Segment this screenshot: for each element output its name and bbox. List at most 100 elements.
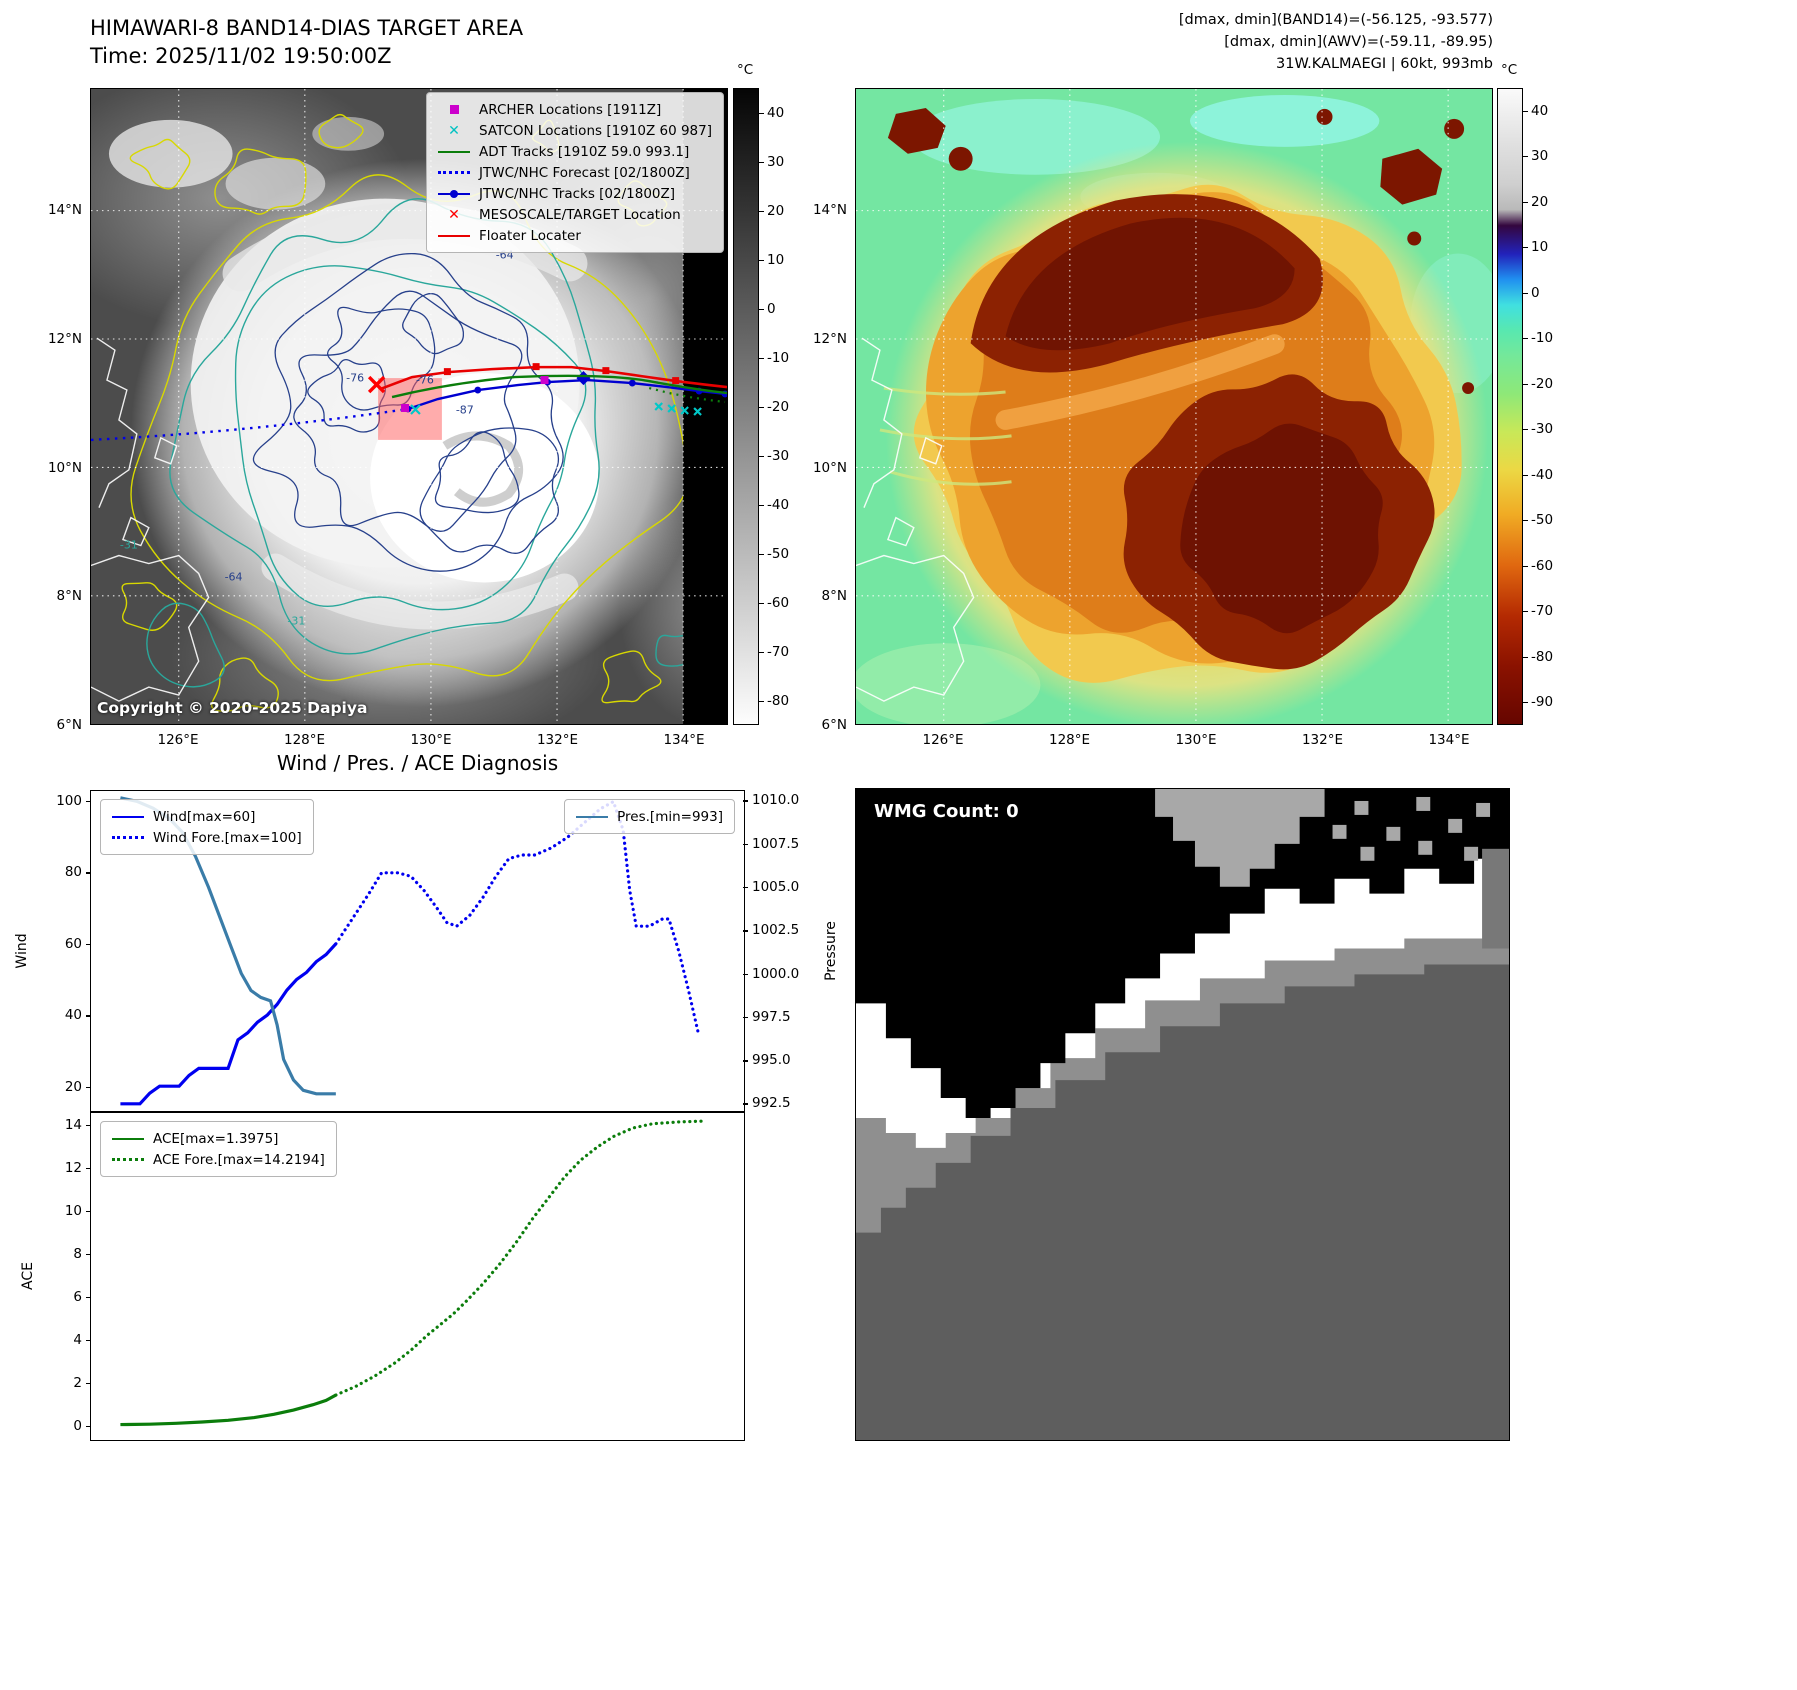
storm-id-intensity: 31W.KALMAEGI | 60kt, 993mb bbox=[1276, 55, 1493, 72]
tick-label: -80 bbox=[758, 692, 790, 709]
adt-track-line bbox=[391, 374, 727, 399]
tick-label: 14°N bbox=[47, 202, 82, 219]
floater-markers bbox=[443, 363, 680, 385]
series-wind-fore-max-100- bbox=[334, 799, 700, 1035]
awv-lat-axis: 14°N 12°N 10°N 8°N 6°N bbox=[791, 88, 847, 733]
legend-marker-xmark: ✕ bbox=[448, 206, 460, 223]
band14-map: ARCHER Locations [1911Z] ✕ SATCON Location… bbox=[90, 88, 728, 725]
tick-label: 8°N bbox=[56, 588, 82, 605]
tick-label: 1007.5 bbox=[742, 835, 800, 852]
tick-label: 132°E bbox=[536, 732, 579, 748]
tick-label: -40 bbox=[1522, 466, 1554, 483]
tick-label: 1000.0 bbox=[742, 965, 800, 982]
tick-label: 10°N bbox=[47, 459, 82, 476]
legend-marker-line bbox=[438, 234, 470, 237]
legend-item: ACE[max=1.3975] bbox=[112, 1128, 325, 1149]
wmg-count-label: WMG Count: 0 bbox=[874, 801, 1019, 822]
tick-label: 12 bbox=[64, 1159, 92, 1176]
tick-label: 80 bbox=[64, 864, 92, 881]
cold-cloud-specks bbox=[887, 107, 1475, 395]
deep-convection-north-core bbox=[1005, 217, 1295, 351]
storm-tracks bbox=[91, 363, 727, 442]
legend-item: Pres.[min=993] bbox=[576, 806, 723, 827]
tick-label: 126°E bbox=[157, 732, 199, 748]
legend-label: Wind[max=60] bbox=[153, 808, 256, 825]
tick-label: 20 bbox=[758, 202, 785, 219]
mesoscale-target-marker bbox=[367, 375, 386, 394]
legend-item: JTWC/NHC Tracks [02/1800Z] bbox=[438, 183, 712, 204]
tick-label: -90 bbox=[1522, 694, 1554, 711]
graticule bbox=[856, 89, 1492, 724]
tick-label: 995.0 bbox=[743, 1052, 791, 1069]
legend-marker-line bbox=[112, 1137, 144, 1140]
legend-item: Wind Fore.[max=100] bbox=[112, 827, 302, 848]
band14-title: HIMAWARI-8 BAND14-DIAS TARGET AREA Time:… bbox=[90, 14, 523, 71]
tick-label: -60 bbox=[1522, 557, 1554, 574]
tick-label: 30 bbox=[758, 153, 785, 170]
wmg-image bbox=[856, 789, 1509, 1440]
coastline bbox=[91, 337, 210, 702]
tick-label: -50 bbox=[758, 545, 790, 562]
tick-label: 0 bbox=[1523, 284, 1540, 301]
outflow-streaks bbox=[879, 386, 1012, 486]
graticule bbox=[91, 89, 727, 724]
legend-label: ACE Fore.[max=14.2194] bbox=[153, 1151, 325, 1168]
tick-label: 997.5 bbox=[743, 1008, 791, 1025]
dmax-dmin-band14: [dmax, dmin](BAND14)=(-56.125, -93.577) bbox=[1178, 12, 1493, 28]
tick-label: -10 bbox=[758, 349, 790, 366]
wmg-lightgray-patch bbox=[1155, 789, 1325, 887]
wmg-black-region bbox=[856, 789, 1509, 1118]
tick-label: 8 bbox=[73, 1245, 91, 1262]
tick-label: -30 bbox=[1522, 421, 1554, 438]
contour-label: -64 bbox=[224, 570, 243, 584]
legend-marker-square bbox=[438, 105, 470, 114]
legend-label: ACE[max=1.3975] bbox=[153, 1130, 279, 1147]
wind-legend: Wind[max=60] Wind Fore.[max=100] bbox=[100, 799, 314, 855]
tick-label: -50 bbox=[1522, 512, 1554, 529]
legend-item: ✕ MESOSCALE/TARGET Location bbox=[438, 204, 712, 225]
awv-satellite-image bbox=[856, 89, 1492, 724]
tick-label: -70 bbox=[758, 643, 790, 660]
legend-item: ACE Fore.[max=14.2194] bbox=[112, 1149, 325, 1170]
tick-label: 10 bbox=[758, 251, 785, 268]
tick-label: 14°N bbox=[812, 202, 847, 219]
legend-item: ARCHER Locations [1911Z] bbox=[438, 99, 712, 120]
pressure-axis-label: Pressure bbox=[823, 921, 839, 981]
tick-label: 14 bbox=[64, 1116, 92, 1133]
pressure-legend: Pres.[min=993] bbox=[564, 799, 735, 834]
dmax-dmin-awv: [dmax, dmin](AWV)=(-59.11, -89.95) bbox=[1224, 33, 1493, 50]
deep-convection-south bbox=[1123, 374, 1435, 670]
legend-label: Pres.[min=993] bbox=[617, 808, 723, 825]
tick-label: 12°N bbox=[812, 330, 847, 347]
wind-axis-label: Wind bbox=[14, 933, 30, 969]
legend-marker-dotted bbox=[438, 171, 470, 174]
ace-legend: ACE[max=1.3975] ACE Fore.[max=14.2194] bbox=[100, 1121, 337, 1177]
dry-slot-channel bbox=[995, 334, 1285, 430]
band14-colorbar-ticks: 40 30 20 10 0 -10 -20 -30 -40 -50 -60 -70 -80 bbox=[733, 88, 789, 725]
tick-label: 10°N bbox=[812, 459, 847, 476]
legend-marker-line bbox=[112, 815, 144, 818]
awv-colorbar bbox=[1497, 88, 1523, 725]
jtwc-forecast-line bbox=[91, 407, 409, 442]
series-ace-max-1-3975- bbox=[120, 1393, 337, 1427]
tick-label: 1005.0 bbox=[742, 878, 800, 895]
wmg-speckles bbox=[1332, 796, 1491, 861]
tick-label: 40 bbox=[1522, 102, 1549, 119]
legend-marker-line bbox=[438, 150, 470, 153]
pressure-axis-ticks: 1010.0 1007.5 1005.0 1002.5 1000.0 997.5 995.0… bbox=[742, 790, 806, 1112]
wmg-panel: WMG Count: 0 bbox=[855, 788, 1510, 1441]
awv-lon-axis: 126°E 128°E 130°E 132°E 134°E bbox=[855, 732, 1493, 752]
tick-label: 20 bbox=[64, 1078, 92, 1095]
legend-label: Floater Locater bbox=[479, 227, 581, 244]
ace-plot-area bbox=[120, 1119, 704, 1427]
legend-label: MESOSCALE/TARGET Location bbox=[479, 206, 681, 223]
floater-line bbox=[379, 365, 727, 391]
copyright-text: Copyright © 2020-2025 Dapiya bbox=[97, 699, 368, 717]
wmg-darkgray-mass bbox=[856, 964, 1509, 1440]
tick-label: 6°N bbox=[821, 717, 847, 733]
contour-label: -87 bbox=[455, 403, 474, 417]
wmg-gray-column bbox=[1482, 848, 1509, 949]
legend-item: ADT Tracks [1910Z 59.0 993.1] bbox=[438, 141, 712, 162]
band14-lat-axis: 14°N 12°N 10°N 8°N 6°N bbox=[26, 88, 82, 733]
band14-legend: ARCHER Locations [1911Z] ✕ SATCON Location… bbox=[426, 92, 724, 253]
